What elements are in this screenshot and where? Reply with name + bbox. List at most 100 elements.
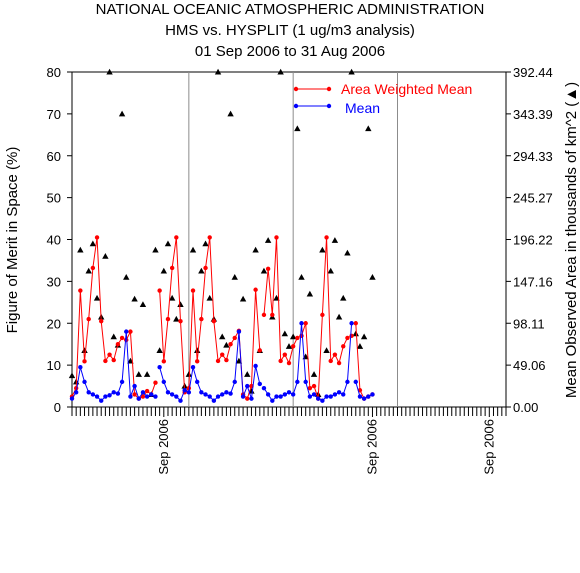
series-point [115,341,121,347]
series-point [90,392,96,397]
series-point [245,396,250,401]
series-point [182,388,187,393]
area-triangle [219,333,226,340]
chart-title: NATIONAL OCEANIC ATMOSPHERIC ADMINISTRAT… [96,1,485,18]
area-triangle [123,273,130,280]
series-point [190,365,196,370]
area-triangle [143,371,151,377]
series-point [111,357,116,363]
series-point [220,352,225,357]
series-point [207,394,212,399]
series-point [220,392,225,397]
area-triangle [360,333,368,340]
x-tick-label: Sep 2006 [364,419,379,475]
series-point [303,379,308,385]
series-point [345,379,350,385]
x-axis-labels: Sep 2006 Sep 2006 Sep 2006 [156,419,496,475]
area-triangle [327,267,334,274]
series-point [328,394,333,399]
series-point [320,312,325,318]
area-triangle [369,273,376,280]
series-point [103,358,108,364]
series-point [203,392,208,397]
area-triangle [206,294,213,301]
area-triangle [81,347,88,354]
series-point [99,398,104,403]
series-point [161,359,167,364]
area-triangle [231,273,238,280]
right-tick-label: 196.22 [513,233,553,248]
area-triangle [277,68,284,75]
series-point [332,392,338,397]
area-triangle [152,246,159,253]
series-point [119,335,125,341]
area-triangle [177,301,184,307]
series-line [159,237,261,400]
series-point [299,321,304,326]
area-triangle [106,68,113,75]
series-point [336,390,342,395]
series-point [86,316,91,322]
legend-marker-mean [293,103,299,109]
series-line [263,237,352,399]
right-tick-label: 98.11 [513,316,545,331]
legend-marker-area-weighted-mean [293,86,299,92]
series-point [140,390,146,395]
area-triangle [310,371,318,377]
area-triangle [77,246,84,253]
series-point [353,379,358,385]
series-point [311,383,317,389]
series-point [324,394,329,399]
series-point [69,396,75,401]
series-point [203,265,208,271]
area-triangle [68,372,76,379]
series-point [161,379,167,385]
left-tick-label: 50 [47,191,61,206]
series-point [194,359,200,364]
area-triangle [319,246,326,253]
series-point [94,394,100,399]
series-point [370,392,375,397]
series-point [253,287,258,292]
series-point [199,390,204,395]
series-line [159,331,261,402]
series-point [341,392,346,397]
series-point [282,352,288,357]
right-tick-label: 245.27 [513,191,553,206]
left-tick-label: 40 [47,233,61,248]
series-point [174,394,179,399]
series-point [253,363,258,369]
series-point [128,329,133,334]
series-point [107,393,112,398]
series-point [178,398,183,403]
area-triangle [102,253,109,259]
area-triangle [348,68,355,75]
series-point [270,398,275,403]
series-point [199,316,204,322]
series-point [140,394,146,399]
series-point [157,365,162,370]
area-triangle [285,343,293,349]
series-point [186,390,192,395]
area-triangle [289,333,297,340]
series-point [261,312,267,318]
series-point [274,394,279,399]
area-triangle [323,347,330,354]
series-point [136,396,141,401]
area-triangle [85,267,92,274]
series-point [349,333,354,339]
series-point [316,396,321,401]
right-tick-label: 147.16 [513,274,553,289]
series-point [169,392,175,397]
series-point [119,379,125,385]
series-point [353,321,358,326]
area-triangle [131,295,138,302]
x-tick-label: Sep 2006 [156,419,171,475]
series-area-weighted-mean [69,235,375,401]
series-point [357,394,363,399]
series-point [249,396,254,401]
series-point [99,318,104,324]
area-triangle [260,267,268,274]
series-point [149,392,154,397]
series-point [245,383,250,389]
